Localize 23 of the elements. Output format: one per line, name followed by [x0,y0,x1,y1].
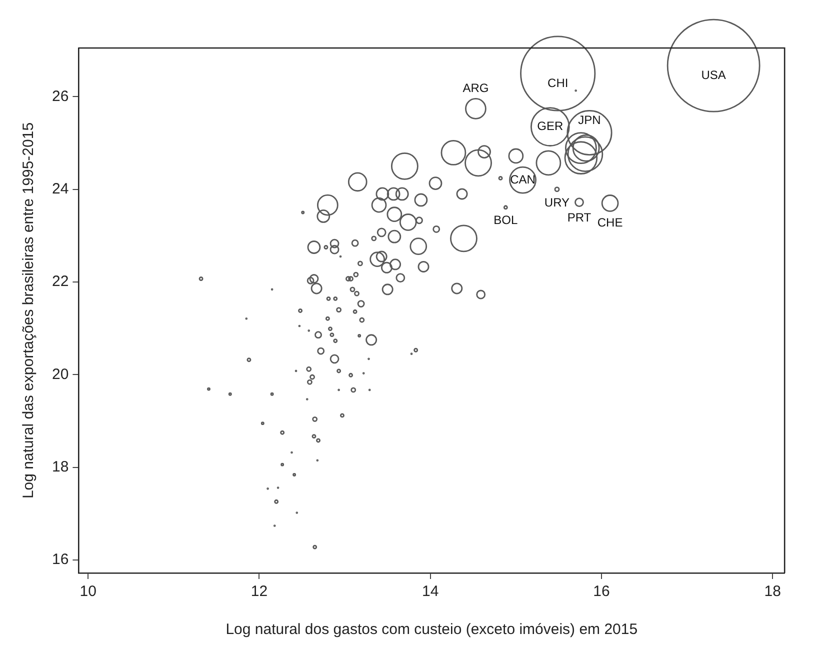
annotation: BOL [494,213,518,228]
x-tick-label: 12 [250,583,268,600]
x-axis-title: Log natural dos gastos com custeio (exceto imóveis) em 2015 [226,621,638,638]
y-axis-title: Log natural das exportações brasileiras entre 1995-2015 [20,122,38,499]
y-tick-label: 22 [52,273,69,290]
x-tick-label: 16 [593,583,610,600]
annotation: CAN [510,172,536,186]
annotation: JPN [578,112,601,127]
x-tick-label: 14 [422,583,439,600]
x-tick-label: 18 [764,583,781,600]
annotation: PRT [567,210,592,225]
y-tick-label: 18 [52,458,69,476]
y-tick-label: 26 [52,88,69,105]
x-tick-label: 10 [80,583,96,600]
y-tick-label: 24 [52,180,69,198]
y-tick-label: 16 [52,551,69,568]
annotation: GER [537,119,564,134]
annotation: ARG [462,81,489,96]
annotation: CHE [597,216,623,230]
y-tick-label: 20 [52,366,69,383]
annotation: CHI [548,76,568,90]
annotation: URY [544,196,570,210]
annotation: USA [701,68,726,82]
